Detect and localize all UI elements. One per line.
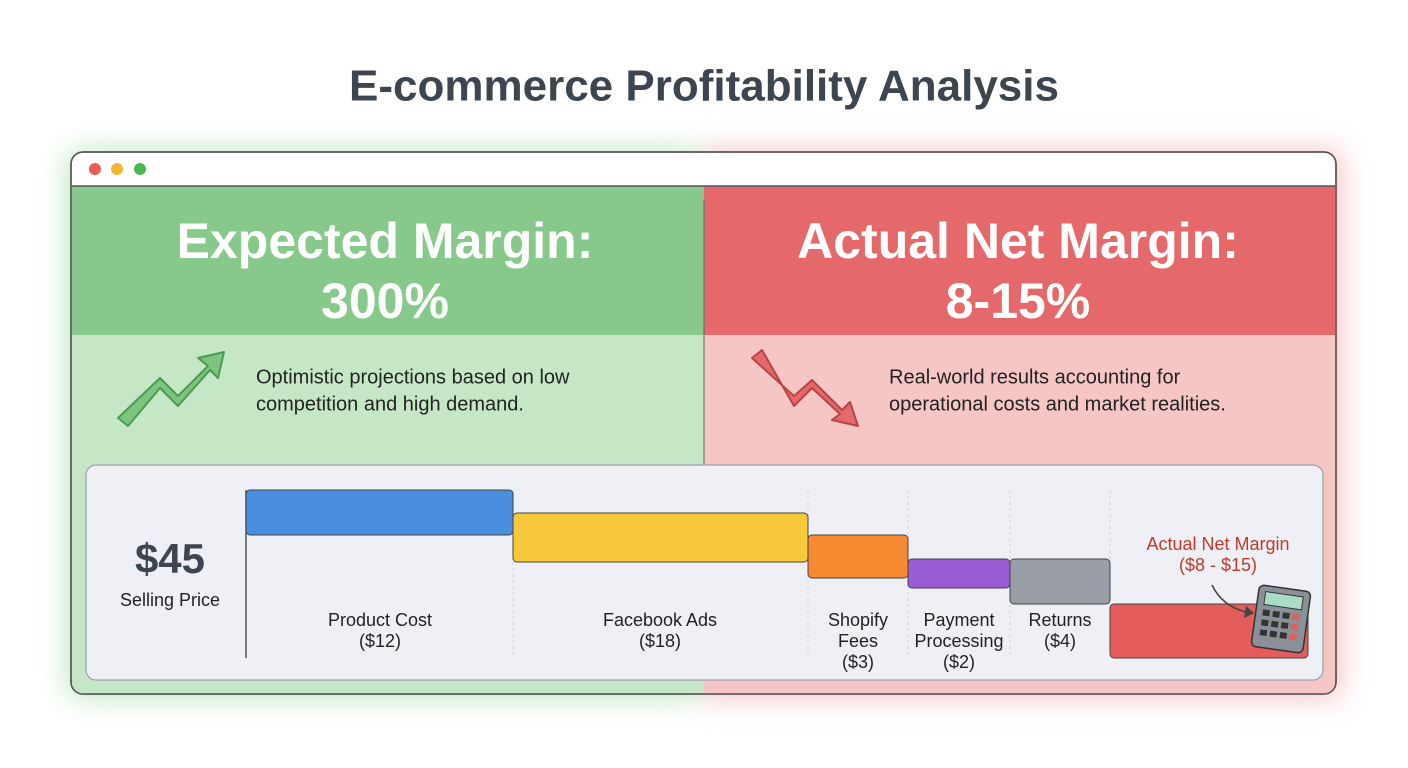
step-label: ($3): [842, 652, 874, 672]
step-label: ($2): [943, 652, 975, 672]
step-label: ($12): [359, 631, 401, 651]
description: operational costs and market realities.: [889, 393, 1226, 415]
step-label: Fees: [838, 631, 878, 651]
step-labels: Product Cost($12) Facebook Ads($18) Shopif…: [328, 610, 1092, 672]
heading: Expected Margin:: [177, 213, 594, 269]
up-arrow: [117, 351, 225, 427]
heading: Actual Net Margin:: [797, 213, 1239, 269]
step-label: Facebook Ads: [603, 610, 717, 630]
step-label: Shopify: [828, 610, 888, 630]
description: competition and high demand.: [256, 393, 524, 415]
waterfall: [85, 464, 1324, 681]
description: Real-world results accounting for: [889, 366, 1181, 388]
step-label: ($18): [639, 631, 681, 651]
selling-price-label: Selling Price: [120, 590, 220, 610]
title: E-commerce Profitability Analysis: [349, 62, 1059, 111]
step-label: Product Cost: [328, 610, 432, 630]
step-label: ($4): [1044, 631, 1076, 651]
heading: 300%: [321, 273, 449, 329]
selling-price-amount: $45: [135, 535, 205, 582]
result-label: Actual Net Margin: [1146, 534, 1289, 554]
heading: 8-15%: [946, 273, 1091, 329]
step-label: Processing: [914, 631, 1003, 651]
step-label: Payment: [923, 610, 994, 630]
down-arrow: [751, 349, 859, 427]
result-label: ($8 - $15): [1179, 555, 1257, 575]
description: Optimistic projections based on low: [256, 366, 570, 388]
step-label: Returns: [1028, 610, 1091, 630]
